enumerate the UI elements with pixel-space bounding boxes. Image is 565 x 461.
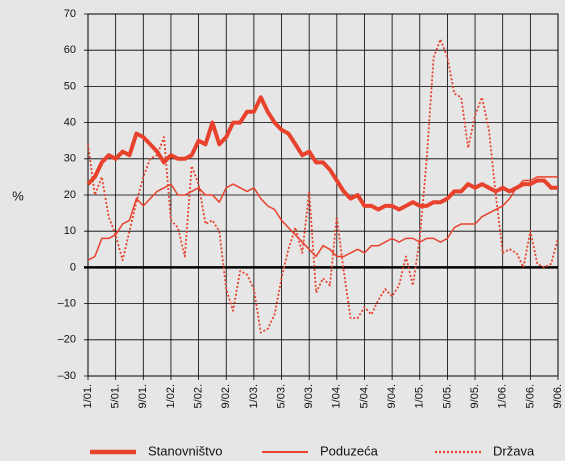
x-tick-label: 5/06. xyxy=(524,384,536,408)
series-line xyxy=(87,38,559,334)
x-tick-label: 5/02. xyxy=(192,384,204,408)
x-tick-label: 5/04. xyxy=(358,384,370,408)
x-tick-label: 5/01. xyxy=(110,384,122,408)
x-tick-label: 1/04. xyxy=(331,384,343,408)
y-tick-label: 30 xyxy=(64,153,76,165)
legend-label: Poduzeća xyxy=(320,443,379,458)
y-axis-label: % xyxy=(12,188,24,203)
y-tick-label: –30 xyxy=(58,370,76,382)
y-tick-label: 10 xyxy=(64,225,76,237)
x-tick-label: 9/02. xyxy=(220,384,232,408)
legend-label: Stanovništvo xyxy=(148,443,222,458)
x-tick-label: 1/02. xyxy=(165,384,177,408)
x-tick-label: 5/05. xyxy=(441,384,453,408)
x-tick-label: 9/01. xyxy=(137,384,149,408)
y-tick-label: 60 xyxy=(64,44,76,56)
x-tick-label: 1/05. xyxy=(414,384,426,408)
y-tick-label: 40 xyxy=(64,117,76,129)
x-tick-label: 1/01. xyxy=(82,384,94,408)
y-tick-label: 50 xyxy=(64,80,76,92)
y-tick-label: 20 xyxy=(64,189,76,201)
x-tick-label: 5/03. xyxy=(275,384,287,408)
x-tick-label: 9/05. xyxy=(469,384,481,408)
x-tick-label: 1/06. xyxy=(497,384,509,408)
x-tick-label: 9/03. xyxy=(303,384,315,408)
y-tick-label: –10 xyxy=(58,298,76,310)
series-line xyxy=(87,176,558,261)
x-tick-label: 9/06. xyxy=(552,384,564,408)
y-tick-label: 70 xyxy=(64,8,76,20)
plot-border xyxy=(87,13,559,377)
y-tick-label: –20 xyxy=(58,334,76,346)
legend-label: Država xyxy=(493,443,535,458)
x-tick-label: 9/04. xyxy=(386,384,398,408)
x-tick-label: 1/03. xyxy=(248,384,260,408)
y-tick-label: 0 xyxy=(70,261,76,273)
